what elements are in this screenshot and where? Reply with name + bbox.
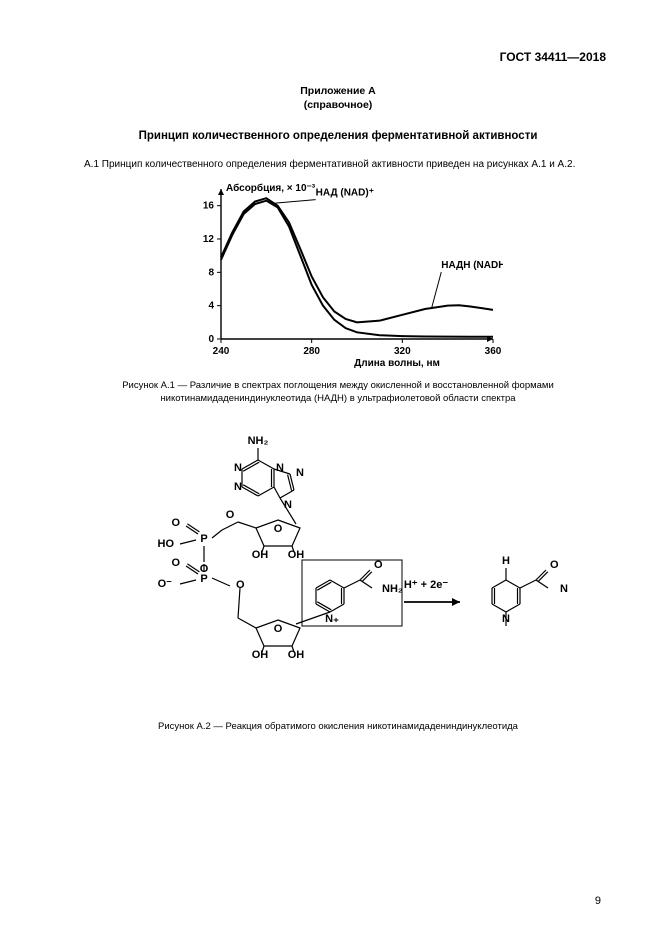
figure-a1: 0 4 8 12 16 240 280 320 360 Длина волны, нм Абсорб… (70, 179, 606, 374)
svg-text:НАД (NAD)⁺: НАД (NAD)⁺ (316, 188, 374, 199)
svg-text:P: P (200, 573, 207, 585)
svg-text:O: O (226, 509, 235, 521)
appendix-label: Приложение А (70, 84, 606, 98)
paragraph-a1: А.1 Принцип количественного определения … (70, 158, 606, 171)
appendix-header: Приложение А (справочное) (70, 84, 606, 112)
section-title: Принцип количественного определения ферм… (70, 130, 606, 142)
svg-text:Абсорбция, × 10⁻³: Абсорбция, × 10⁻³ (226, 182, 316, 194)
svg-text:OH: OH (288, 549, 305, 561)
svg-text:N₊: N₊ (325, 613, 339, 625)
svg-text:O⁻: O⁻ (158, 578, 173, 590)
svg-text:240: 240 (213, 346, 230, 357)
svg-text:O: O (374, 559, 383, 571)
svg-text:Длина волны, нм: Длина волны, нм (354, 358, 440, 369)
svg-text:12: 12 (203, 234, 215, 245)
figure-a2: NNNNNNH₂OOHOHOPOHOOPOO⁻OOOHOHN₊ONH₂H⁺ + … (70, 420, 606, 715)
svg-text:NH₂: NH₂ (560, 583, 568, 595)
page-number: 9 (595, 895, 601, 907)
svg-text:OH: OH (252, 549, 269, 561)
svg-text:16: 16 (203, 201, 215, 212)
chart-a1-svg: 0 4 8 12 16 240 280 320 360 Длина волны, нм Абсорб… (173, 179, 503, 369)
svg-text:360: 360 (485, 346, 502, 357)
chemistry-a2-svg: NNNNNNH₂OOHOHOPOHOOPOO⁻OOOHOHN₊ONH₂H⁺ + … (108, 420, 568, 710)
svg-text:OH: OH (288, 649, 305, 661)
page: ГОСТ 34411—2018 Приложение А (справочное… (0, 0, 661, 935)
svg-text:N: N (234, 481, 242, 493)
svg-text:O: O (550, 559, 559, 571)
svg-text:4: 4 (208, 301, 214, 312)
svg-text:320: 320 (394, 346, 411, 357)
svg-text:H⁺ + 2e⁻: H⁺ + 2e⁻ (404, 579, 449, 591)
figure-a1-caption: Рисунок А.1 — Различие в спектрах поглощ… (70, 380, 606, 406)
svg-text:NH₂: NH₂ (248, 435, 269, 447)
svg-text:O: O (171, 557, 180, 569)
svg-text:N: N (234, 462, 242, 474)
svg-text:P: P (200, 533, 207, 545)
figure-a2-caption: Рисунок А.2 — Реакция обратимого окислен… (70, 721, 606, 734)
svg-text:8: 8 (208, 268, 214, 279)
appendix-note: (справочное) (70, 98, 606, 112)
svg-text:HO: HO (158, 538, 175, 550)
document-id: ГОСТ 34411—2018 (70, 50, 606, 64)
svg-text:O: O (274, 523, 283, 535)
svg-text:НАДН (NADH): НАДН (NADH) (441, 261, 503, 272)
svg-text:280: 280 (303, 346, 320, 357)
svg-text:N: N (284, 499, 292, 511)
svg-text:H: H (502, 555, 510, 567)
svg-text:OH: OH (252, 649, 269, 661)
svg-text:O: O (274, 623, 283, 635)
svg-text:N: N (296, 467, 304, 479)
svg-text:0: 0 (208, 334, 214, 345)
svg-text:O: O (171, 517, 180, 529)
svg-text:NH₂: NH₂ (382, 583, 403, 595)
